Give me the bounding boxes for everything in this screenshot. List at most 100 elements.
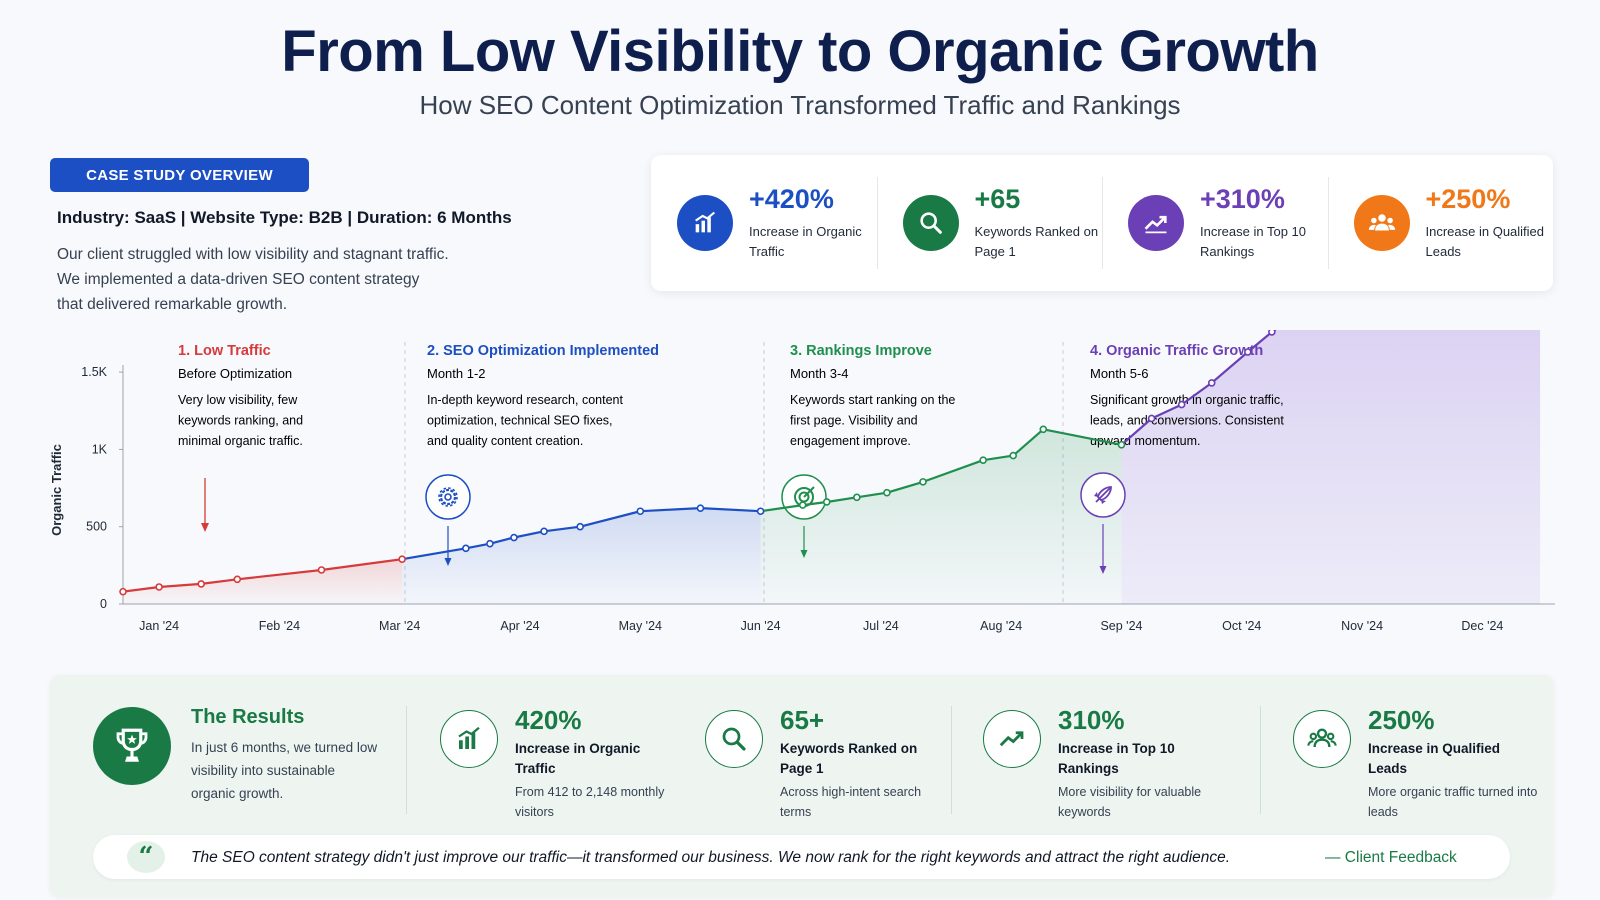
y-tick-label: 500 — [86, 520, 107, 534]
kpi-organic-traffic: +420% Increase in Organic Traffic — [651, 155, 877, 291]
data-point — [510, 533, 518, 542]
stage-arrow-head — [1099, 566, 1107, 574]
data-point — [486, 539, 494, 548]
data-point — [919, 478, 927, 486]
stage-description: optimization, technical SEO fixes, — [427, 414, 613, 428]
data-point — [317, 566, 326, 574]
gear-hub — [444, 493, 452, 501]
overview-line: Our client struggled with low visibility… — [57, 246, 449, 263]
kpi-top10: +310% Increase in Top 10 Rankings — [1102, 155, 1328, 291]
trend-up-icon — [1128, 195, 1184, 251]
divider — [406, 706, 407, 814]
divider — [1260, 706, 1261, 814]
x-tick-label: Nov '24 — [1341, 619, 1383, 633]
gear-teeth — [438, 487, 458, 507]
kpi-label: Increase in Organic Traffic — [749, 224, 862, 259]
data-point — [696, 504, 705, 512]
stage-title: 3. Rankings Improve — [790, 343, 932, 359]
result-label: Keywords Ranked on Page 1 — [780, 741, 918, 776]
data-point — [979, 456, 987, 465]
icon-circle — [425, 474, 471, 520]
result-note: Across high-intent search terms — [780, 785, 922, 819]
y-tick-label: 0 — [100, 597, 107, 611]
stage-title: 1. Low Traffic — [178, 343, 271, 359]
search-icon — [705, 710, 763, 768]
result-leads: 250% Increase in Qualified Leads More or… — [1368, 705, 1538, 822]
data-point — [462, 544, 470, 553]
stage-title: 4. Organic Traffic Growth — [1090, 343, 1263, 359]
x-tick-label: May '24 — [619, 619, 662, 633]
kpi-card: +420% Increase in Organic Traffic +65 Ke… — [651, 155, 1553, 291]
result-label: Increase in Top 10 Rankings — [1058, 741, 1175, 776]
stage-annotation: 3. Rankings Improve Month 3-4 Keywords sta… — [790, 343, 955, 448]
result-label: Increase in Organic Traffic — [515, 741, 641, 776]
x-tick-label: Apr '24 — [500, 619, 539, 633]
series-line — [122, 558, 403, 593]
results-description: In just 6 months, we turned low visibili… — [191, 740, 378, 801]
result-value: 65+ — [780, 705, 825, 735]
kpi-value: +420% — [749, 184, 834, 214]
bar-chart-icon — [677, 195, 733, 251]
case-study-badge: CASE STUDY OVERVIEW — [50, 158, 309, 192]
gear-icon — [425, 474, 471, 520]
series-line — [760, 428, 1122, 513]
stage-annotation: 2. SEO Optimization Implemented Month 1-2… — [427, 343, 659, 448]
data-point — [756, 507, 765, 516]
search-icon — [902, 195, 959, 251]
page-subtitle: How SEO Content Optimization Transformed… — [419, 90, 1181, 120]
result-note: More organic traffic turned into leads — [1368, 785, 1538, 819]
x-tick-label: Oct '24 — [1222, 619, 1261, 633]
stage-arrow-head — [800, 550, 808, 558]
stage-annotation: 1. Low Traffic Before Optimization Very lo… — [178, 343, 303, 448]
kpi-label: Keywords Ranked on Page 1 — [974, 224, 1099, 259]
data-point — [1117, 440, 1126, 449]
page-title: From Low Visibility to Organic Growth — [281, 19, 1319, 84]
stage-subtitle: Before Optimization — [178, 366, 292, 381]
data-point — [1147, 414, 1156, 423]
stage-description: Keywords start ranking on the — [790, 393, 955, 407]
series-area — [1121, 330, 1541, 604]
data-point — [540, 527, 548, 536]
stage-description: and quality content creation. — [427, 434, 583, 448]
rocket-fins — [1094, 492, 1106, 504]
stage-subtitle: Month 1-2 — [427, 366, 486, 381]
data-point — [1244, 348, 1252, 356]
data-point — [822, 498, 831, 506]
data-point — [1009, 451, 1018, 460]
x-tick-label: Jun '24 — [741, 619, 781, 633]
stage-description: first page. Visibility and — [790, 414, 918, 428]
stage-title: 2. SEO Optimization Implemented — [427, 343, 659, 359]
stage-description: Very low visibility, few — [178, 393, 298, 407]
result-organic-traffic: 420% Increase in Organic Traffic From 41… — [515, 705, 685, 822]
result-value: 420% — [515, 705, 582, 735]
rocket-icon — [1080, 472, 1126, 518]
kpi-keywords: +65 Keywords Ranked on Page 1 — [876, 155, 1103, 291]
users-icon — [1293, 710, 1351, 768]
result-keywords: 65+ Keywords Ranked on Page 1 Across hig… — [780, 705, 950, 822]
y-tick-label: 1K — [92, 442, 108, 456]
stage-arrow-head — [444, 558, 452, 566]
series-area — [760, 429, 1122, 604]
result-note: More visibility for valuable keywords — [1058, 785, 1202, 819]
kpi-value: +310% — [1200, 184, 1285, 214]
stage-subtitle: Month 5-6 — [1090, 366, 1149, 381]
data-point — [155, 583, 163, 591]
gear-ring — [439, 488, 457, 506]
data-point — [1039, 425, 1048, 434]
kpi-label: Increase in Top 10 Rankings — [1200, 224, 1306, 259]
x-tick-label: Feb '24 — [259, 619, 300, 633]
overview-description: Our client struggled with low visibility… — [57, 242, 487, 317]
results-title: The Results — [191, 706, 305, 728]
overview-line: We implemented a data-driven SEO content… — [57, 271, 420, 288]
stage-arrow-head — [201, 523, 209, 532]
data-point — [1207, 379, 1216, 387]
x-tick-label: Jan '24 — [139, 619, 179, 633]
data-point — [636, 507, 645, 516]
data-point — [1268, 330, 1276, 336]
overview-line: that delivered remarkable growth. — [57, 296, 288, 313]
result-top10: 310% Increase in Top 10 Rankings More vi… — [1058, 705, 1228, 822]
data-point — [233, 575, 242, 584]
target-icon — [781, 474, 827, 520]
quote-icon: “ — [127, 841, 165, 873]
kpi-value: +65 — [974, 184, 1021, 214]
